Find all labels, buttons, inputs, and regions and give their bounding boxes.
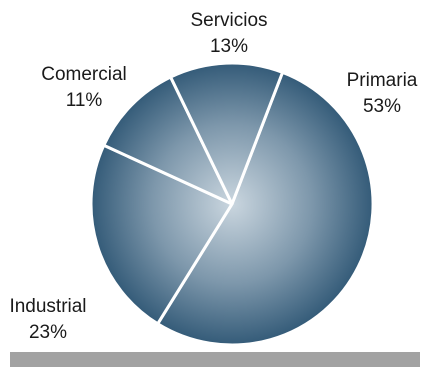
- slice-label-servicios: Servicios: [190, 10, 267, 31]
- pie-labels: Primaria 53% Industrial 23% Comercial 11% Serv…: [9, 10, 417, 343]
- pie-slices: [89, 61, 375, 347]
- slice-label-industrial: Industrial: [9, 296, 86, 317]
- slice-label-comercial: Comercial: [41, 64, 127, 85]
- slice-value-primaria: 53%: [363, 96, 401, 117]
- slice-value-servicios: 13%: [210, 36, 248, 57]
- pie-slice-servicios: [169, 61, 285, 206]
- pie-slice-industrial: [89, 143, 234, 326]
- pie-slice-primaria: [156, 70, 375, 347]
- pie-slice-comercial: [102, 75, 234, 206]
- slice-value-industrial: 23%: [29, 322, 67, 343]
- footer-bar: [10, 352, 420, 367]
- slice-label-primaria: Primaria: [347, 70, 418, 91]
- slice-value-comercial: 11%: [66, 90, 103, 111]
